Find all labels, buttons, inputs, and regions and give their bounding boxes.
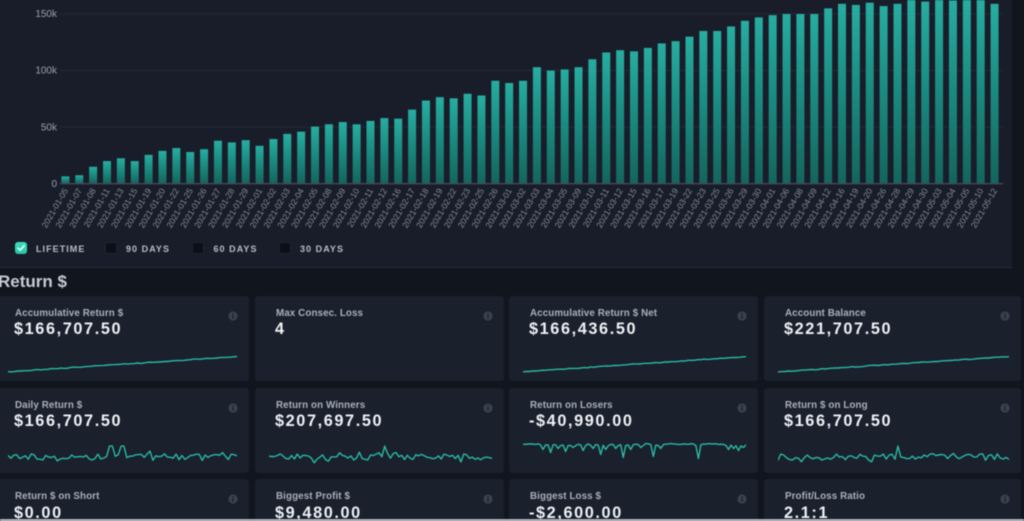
svg-text:100k: 100k bbox=[35, 66, 58, 77]
svg-text:0: 0 bbox=[51, 179, 57, 190]
svg-text:50k: 50k bbox=[41, 122, 58, 133]
svg-text:150k: 150k bbox=[35, 9, 58, 20]
